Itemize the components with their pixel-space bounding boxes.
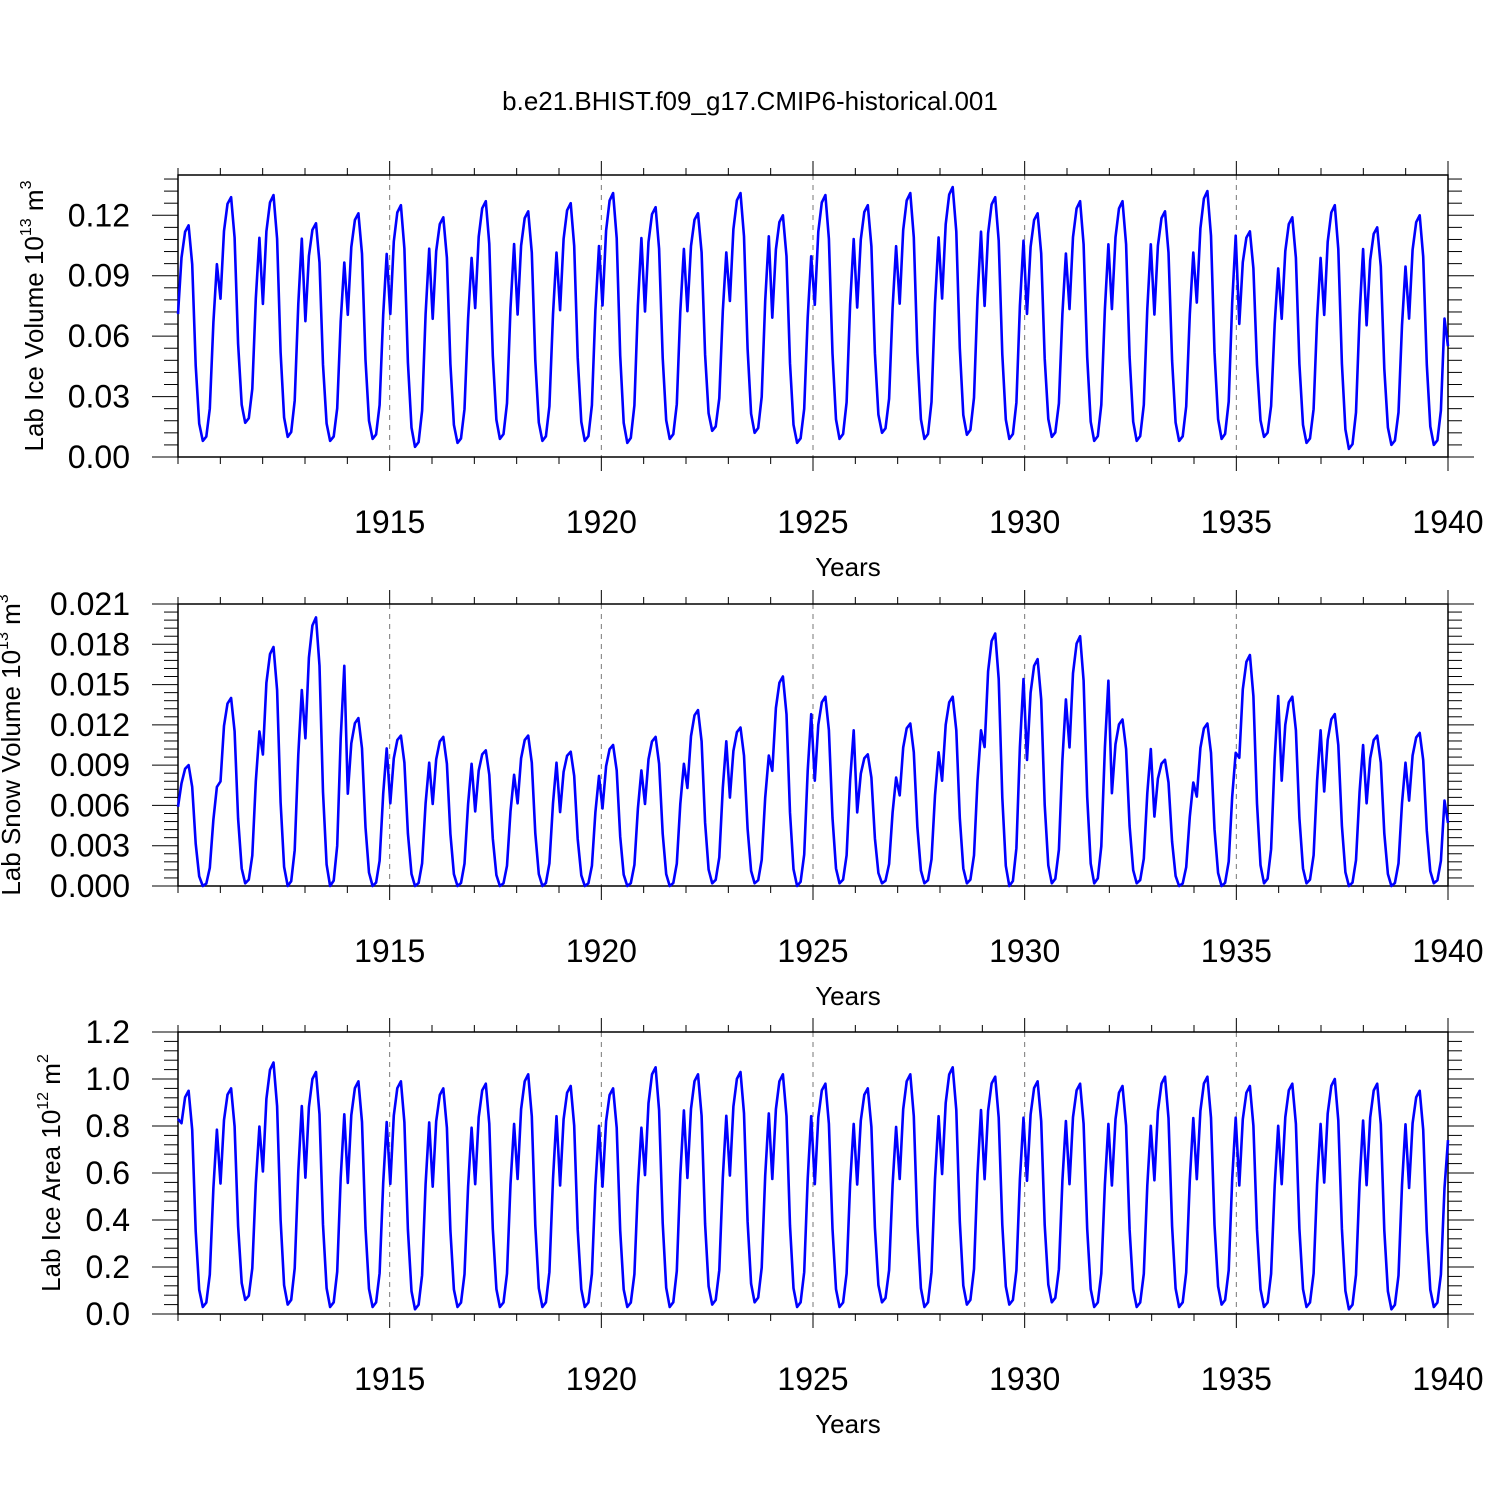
y-tick-label: 0.021 <box>50 586 130 622</box>
x-tick-label: 1930 <box>989 504 1060 540</box>
y-tick-label: 0.015 <box>50 667 130 703</box>
figure-title: b.e21.BHIST.f09_g17.CMIP6-historical.001 <box>502 86 998 116</box>
series-line <box>176 185 1450 451</box>
x-tick-label: 1935 <box>1201 504 1272 540</box>
y-tick-label: 0.4 <box>86 1202 130 1238</box>
x-axis-label: Years <box>815 1409 881 1439</box>
y-tick-label: 0.0 <box>86 1296 130 1332</box>
y-tick-label: 0.003 <box>50 828 130 864</box>
y-tick-label: 0.012 <box>50 707 130 743</box>
chart-panel-1: 0.00 0.03 0.06 0.09 0.12 1915 1920 1925 1930 1935… <box>18 161 1484 582</box>
x-tick-label: 1925 <box>777 1361 848 1397</box>
y-tick-label: 0.8 <box>86 1108 130 1144</box>
y-tick-label: 0.12 <box>68 197 130 233</box>
series-line <box>176 616 1450 888</box>
x-tick-label: 1920 <box>566 1361 637 1397</box>
y-tick-label: 1.2 <box>86 1014 130 1050</box>
x-tick-label: 1940 <box>1412 504 1483 540</box>
x-tick-label: 1940 <box>1412 1361 1483 1397</box>
x-tick-label: 1935 <box>1201 933 1272 969</box>
x-tick-label: 1925 <box>777 504 848 540</box>
x-tick-label: 1935 <box>1201 1361 1272 1397</box>
x-axis-label: Years <box>815 552 881 582</box>
x-tick-label: 1915 <box>354 1361 425 1397</box>
y-tick-label: 0.009 <box>50 747 130 783</box>
y-axis-label: Lab Ice Volume 1013 m3 <box>18 180 49 451</box>
y-tick-label: 0.006 <box>50 787 130 823</box>
x-tick-label: 1915 <box>354 933 425 969</box>
x-tick-label: 1930 <box>989 1361 1060 1397</box>
chart-panel-2: 0.000 0.003 0.006 0.009 0.012 0.015 0.018 0.021… <box>0 586 1484 1011</box>
x-tick-label: 1920 <box>566 933 637 969</box>
x-tick-label: 1925 <box>777 933 848 969</box>
y-tick-label: 0.09 <box>68 258 130 294</box>
x-tick-label: 1920 <box>566 504 637 540</box>
x-tick-label: 1915 <box>354 504 425 540</box>
y-axis-label: Lab Ice Area 1012 m2 <box>35 1054 66 1292</box>
y-tick-label: 0.018 <box>50 626 130 662</box>
y-axis-label: Lab Snow Volume 1013 m3 <box>0 594 26 895</box>
y-tick-label: 0.06 <box>68 318 130 354</box>
chart-panel-3: 0.0 0.2 0.4 0.6 0.8 1.0 1.2 1915 1920 1925 1930 193… <box>35 1014 1484 1439</box>
y-tick-label: 0.00 <box>68 439 130 475</box>
x-tick-label: 1940 <box>1412 933 1483 969</box>
x-tick-label: 1930 <box>989 933 1060 969</box>
y-tick-label: 0.000 <box>50 868 130 904</box>
y-tick-label: 0.6 <box>86 1155 130 1191</box>
y-tick-label: 0.03 <box>68 379 130 415</box>
x-axis-label: Years <box>815 981 881 1011</box>
y-tick-label: 1.0 <box>86 1061 130 1097</box>
series-line <box>177 1061 1450 1311</box>
y-tick-label: 0.2 <box>86 1249 130 1285</box>
